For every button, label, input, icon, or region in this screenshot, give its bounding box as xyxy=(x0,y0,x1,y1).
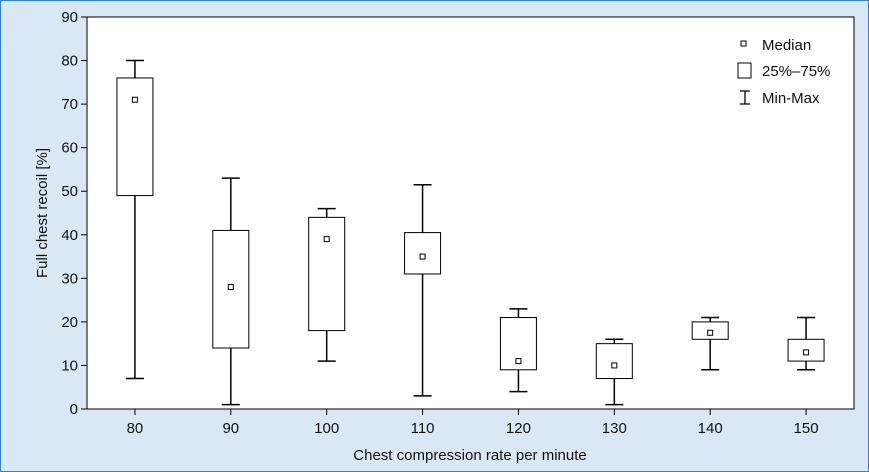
legend-median-label: Median xyxy=(762,37,811,54)
iqr-box xyxy=(116,77,154,197)
median-marker xyxy=(323,236,330,243)
median-marker xyxy=(803,349,810,356)
x-tick-label: 130 xyxy=(602,420,627,437)
box-140 xyxy=(691,316,729,371)
median-marker xyxy=(131,96,138,103)
iqr-box xyxy=(404,232,442,275)
legend-whisker-symbol xyxy=(740,90,750,105)
box-130 xyxy=(595,338,633,406)
legend: Median 25%–75% Min-Max xyxy=(737,37,830,107)
box-80 xyxy=(116,59,154,380)
y-tick-label: 60 xyxy=(61,140,78,157)
x-tick-label: 150 xyxy=(794,420,819,437)
y-tick-label: 10 xyxy=(61,357,78,374)
y-tick-label: 0 xyxy=(70,401,78,418)
x-tick-label: 90 xyxy=(222,420,239,437)
y-tick-label: 70 xyxy=(61,96,78,113)
median-marker xyxy=(419,253,426,260)
median-marker xyxy=(707,329,714,336)
y-tick-label: 80 xyxy=(61,53,78,70)
boxes xyxy=(116,59,825,406)
median-marker xyxy=(515,358,522,365)
legend-box-symbol xyxy=(737,62,752,79)
iqr-box xyxy=(308,216,346,332)
median-marker xyxy=(611,362,618,369)
y-tick-label: 40 xyxy=(61,227,78,244)
legend-median-symbol xyxy=(740,40,747,47)
box-90 xyxy=(212,177,250,406)
x-tick-label: 140 xyxy=(698,420,723,437)
x-tick-label: 80 xyxy=(127,420,144,437)
x-axis-label: Chest compression rate per minute xyxy=(353,447,586,464)
x-axis: 80 90 100 110 120 130 140 150 xyxy=(127,409,819,437)
legend-box-label: 25%–75% xyxy=(762,63,830,80)
y-tick-label: 30 xyxy=(61,270,78,287)
y-axis: 0 10 20 30 40 50 60 70 80 90 xyxy=(61,9,87,418)
box-120 xyxy=(499,308,537,393)
y-tick-label: 50 xyxy=(61,183,78,200)
x-tick-label: 110 xyxy=(411,420,435,437)
legend-whisker-label: Min-Max xyxy=(762,90,820,107)
box-110 xyxy=(404,183,442,397)
y-tick-label: 20 xyxy=(61,314,78,331)
box-150 xyxy=(787,316,825,371)
iqr-box xyxy=(595,343,633,380)
box-100 xyxy=(308,207,346,362)
y-axis-label: Full chest recoil [%] xyxy=(34,148,51,278)
y-tick-label: 90 xyxy=(61,9,78,26)
x-tick-label: 120 xyxy=(506,420,531,437)
median-marker xyxy=(227,284,234,291)
x-tick-label: 100 xyxy=(314,420,339,437)
